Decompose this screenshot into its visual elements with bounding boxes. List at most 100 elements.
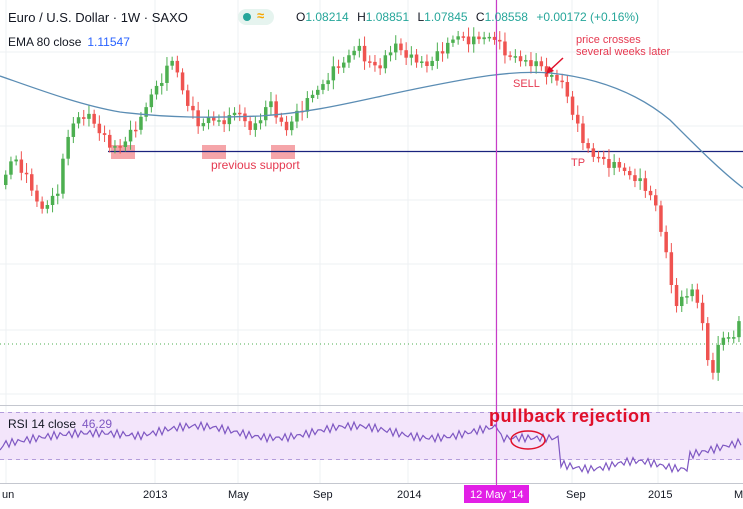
candle-body — [331, 66, 336, 81]
candle-body — [160, 82, 164, 86]
price-crosses-line1: price crosses — [576, 34, 641, 46]
tp-label: TP — [571, 157, 586, 169]
candle-body — [326, 80, 330, 85]
x-tick-label: Sep — [313, 489, 333, 501]
candle-body — [76, 117, 81, 124]
candle-body — [544, 66, 549, 77]
previous-support-label: previous support — [211, 158, 300, 172]
candle-body — [602, 156, 606, 160]
high-label: H — [357, 10, 366, 24]
arrow-head — [546, 66, 554, 74]
candle-body — [425, 61, 429, 67]
candle-body — [596, 156, 601, 159]
wave-icon: ≈ — [257, 8, 265, 23]
candle-body — [633, 175, 637, 182]
change-value: +0.00172 (+0.16%) — [536, 10, 640, 24]
candle-body — [4, 174, 8, 185]
candle-body — [14, 159, 18, 162]
candle-body — [674, 284, 679, 307]
candle-body — [404, 50, 408, 58]
candle-body — [113, 146, 117, 148]
candle-body — [165, 65, 169, 83]
candle-body — [310, 94, 315, 99]
price-crosses-note: price crosses several weeks later — [576, 34, 670, 58]
candle-body — [347, 55, 351, 63]
candle-body — [290, 121, 294, 131]
candle-body — [201, 123, 206, 127]
candle-body — [388, 52, 393, 56]
candle-body — [732, 337, 736, 339]
rsi-label: RSI 14 close — [8, 417, 77, 431]
candle-body — [706, 323, 710, 361]
candle-body — [440, 51, 445, 54]
candle-body — [482, 37, 486, 40]
candle-body — [82, 117, 86, 119]
candle-body — [232, 112, 237, 116]
candle-body — [654, 195, 658, 206]
x-tick-label: 2014 — [397, 489, 421, 501]
candle-body — [217, 120, 221, 122]
candle-body — [550, 74, 554, 77]
candle-body — [24, 172, 29, 175]
open-value: 1.08214 — [305, 10, 349, 24]
date-marker-badge — [464, 485, 529, 503]
candle-body — [305, 98, 310, 112]
candle-body — [498, 39, 502, 42]
candle-body — [560, 80, 564, 83]
candle-body — [685, 296, 689, 298]
candle-body — [435, 51, 440, 61]
candle-body — [102, 133, 107, 135]
candle-body — [576, 114, 580, 124]
close-label: C — [475, 10, 485, 24]
candle-body — [643, 178, 648, 191]
candle-body — [56, 193, 60, 196]
candle-body — [487, 36, 492, 39]
candle-body — [222, 120, 226, 125]
candle-body — [316, 89, 320, 95]
candle-body — [321, 84, 325, 90]
candle-body — [399, 43, 403, 51]
candle-body — [555, 74, 559, 81]
candle-body — [191, 105, 195, 111]
candle-body — [243, 113, 247, 122]
candle-body — [118, 146, 122, 148]
candle-body — [264, 107, 268, 121]
candle-body — [700, 302, 705, 324]
candle-body — [690, 289, 694, 297]
candle-body — [659, 205, 663, 232]
candle-body — [342, 62, 346, 68]
candle-body — [378, 65, 382, 69]
candle-body — [492, 36, 497, 40]
x-tick-label: Sep — [566, 489, 586, 501]
candle-body — [508, 55, 512, 57]
ema-legend[interactable]: EMA 80 close 1.11547 — [8, 35, 130, 49]
candle-body — [570, 96, 575, 115]
rsi-value: 46.29 — [82, 417, 113, 431]
close-value: 1.08558 — [484, 10, 528, 24]
ema-line — [0, 71, 743, 189]
candle-body — [180, 72, 185, 91]
candle-body — [357, 45, 362, 51]
candle-body — [446, 42, 450, 54]
x-tick-label: M — [734, 489, 743, 501]
rsi-pane — [0, 412, 743, 475]
candle-body — [695, 289, 700, 303]
candle-body — [196, 110, 200, 127]
candle-body — [534, 61, 538, 67]
candle-body — [123, 141, 128, 147]
candle-body — [97, 123, 102, 134]
candle-body — [61, 158, 65, 194]
candle-body — [128, 129, 133, 142]
rsi-legend[interactable]: RSI 14 close 46.29 — [8, 417, 112, 431]
candle-body — [513, 56, 518, 58]
candle-body — [586, 143, 590, 149]
candle-body — [352, 50, 356, 56]
candle-body — [19, 159, 24, 173]
candle-body — [456, 36, 460, 40]
status-badge[interactable]: ≈ — [238, 8, 274, 25]
candle-body — [274, 101, 278, 118]
candle-body — [35, 190, 39, 202]
ema-label: EMA 80 close — [8, 35, 82, 49]
candle-body — [154, 85, 159, 95]
